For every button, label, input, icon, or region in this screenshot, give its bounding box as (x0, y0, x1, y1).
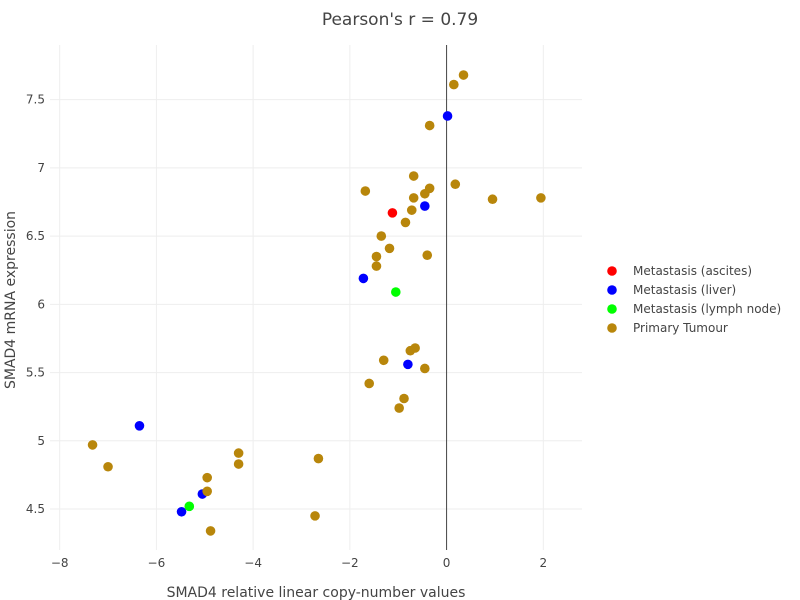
y-tick-label: 4.5 (26, 502, 45, 516)
data-point (87, 440, 98, 450)
data-point (400, 217, 411, 228)
data-point (360, 186, 371, 196)
y-tick-label: 6 (37, 297, 45, 311)
grid (50, 45, 582, 550)
data-point (420, 363, 430, 374)
x-tick-label: −8 (51, 556, 69, 570)
data-point (387, 208, 398, 218)
x-axis-title: SMAD4 relative linear copy-number values (167, 585, 466, 600)
y-tick-label: 7 (37, 161, 45, 175)
data-point (442, 111, 453, 121)
data-point (403, 359, 413, 370)
data-point (184, 501, 195, 512)
data-point (536, 193, 546, 203)
legend-marker (607, 266, 617, 276)
data-point (378, 355, 389, 366)
legend-label: Metastasis (ascites) (633, 264, 752, 278)
data-point (406, 205, 417, 215)
data-point (313, 453, 324, 464)
y-axis-title: SMAD4 mRNA expression (3, 211, 19, 389)
data-point (233, 459, 244, 469)
data-point (394, 403, 404, 413)
y-tick-label: 6.5 (26, 229, 45, 243)
data-point (371, 251, 382, 262)
data-points (87, 70, 546, 536)
legend: Metastasis (ascites) Metastasis (liver) Me… (607, 264, 781, 335)
data-point (310, 511, 320, 521)
data-point (384, 243, 395, 254)
axes: −8 −6 −4 −2 0 2 4.5 5 5.5 6 6.5 7 7.5 (26, 45, 547, 570)
data-point (422, 250, 433, 260)
data-point (134, 420, 145, 431)
x-tick-label: −2 (341, 556, 359, 570)
data-point (176, 506, 187, 517)
data-point (202, 472, 212, 483)
y-tick-label: 7.5 (26, 93, 45, 107)
x-tick-label: 2 (539, 556, 547, 570)
data-point (233, 448, 244, 458)
data-point (458, 70, 469, 80)
data-point (205, 526, 216, 536)
data-point (405, 345, 416, 356)
legend-marker (607, 323, 617, 333)
y-tick-label: 5 (37, 434, 45, 448)
data-point (103, 461, 113, 472)
data-point (420, 188, 430, 199)
data-point (371, 261, 382, 271)
data-point (399, 393, 409, 404)
data-point (424, 120, 435, 131)
chart-title: Pearson's r = 0.79 (322, 10, 478, 30)
data-point (450, 179, 461, 190)
legend-marker (607, 304, 617, 314)
legend-label: Metastasis (lymph node) (633, 302, 781, 316)
data-point (358, 273, 369, 284)
data-point (376, 231, 387, 241)
x-tick-label: −4 (244, 556, 262, 570)
data-point (202, 486, 212, 497)
data-point (487, 194, 498, 205)
data-point (420, 201, 430, 211)
data-point (408, 193, 419, 203)
x-tick-label: −6 (148, 556, 166, 570)
x-tick-label: 0 (443, 556, 451, 570)
legend-label: Primary Tumour (633, 321, 728, 335)
data-point (408, 171, 419, 181)
data-point (449, 79, 459, 90)
y-tick-label: 5.5 (26, 366, 45, 380)
legend-marker (607, 285, 617, 295)
data-point (364, 378, 375, 389)
legend-label: Metastasis (liver) (633, 283, 736, 297)
data-point (391, 287, 401, 297)
